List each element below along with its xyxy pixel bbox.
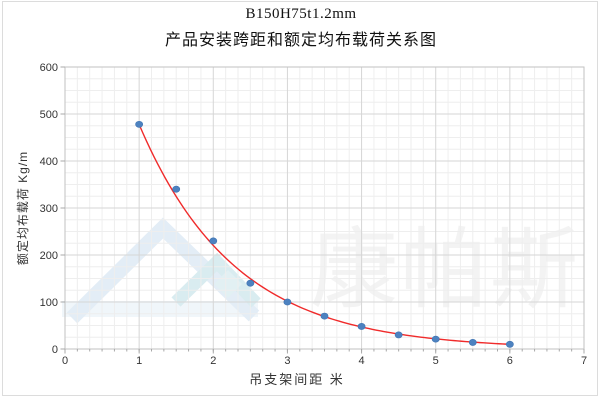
data-point: [431, 335, 440, 343]
x-tick-label: 0: [62, 355, 68, 367]
y-tick-label: 500: [40, 109, 58, 121]
data-point: [246, 279, 255, 287]
data-point: [135, 120, 144, 128]
data-point: [209, 237, 218, 245]
x-tick-label: 7: [581, 355, 587, 367]
data-point: [468, 339, 477, 346]
x-tick-label: 3: [284, 355, 290, 367]
watermark-text: 康帕斯: [310, 220, 580, 319]
y-tick-label: 300: [40, 203, 58, 215]
x-tick-label: 4: [359, 355, 365, 367]
x-axis-title: 吊支架间距 米: [249, 372, 345, 387]
data-point: [394, 331, 403, 339]
data-point: [172, 185, 181, 193]
data-point: [357, 323, 366, 330]
chart-subtitle: 产品安装跨距和额定均布载荷关系图: [164, 32, 437, 49]
x-tick-label: 2: [210, 355, 216, 367]
data-point: [283, 298, 292, 306]
y-tick-label: 200: [40, 250, 58, 262]
x-tick-label: 1: [136, 355, 142, 367]
x-tick-label: 6: [507, 355, 513, 367]
y-tick-label: 400: [40, 156, 58, 168]
data-point: [320, 312, 329, 320]
y-tick-label: 0: [52, 344, 58, 356]
data-point: [505, 340, 514, 348]
watermark-logo-peak: [171, 252, 261, 308]
watermark-logo-band: [62, 301, 258, 317]
y-tick-label: 600: [40, 62, 58, 74]
chart-title: B150H75t1.2mm: [245, 6, 357, 22]
y-tick-label: 100: [40, 297, 58, 309]
x-tick-label: 5: [433, 355, 439, 367]
watermark-logo-diamond: [214, 270, 242, 298]
